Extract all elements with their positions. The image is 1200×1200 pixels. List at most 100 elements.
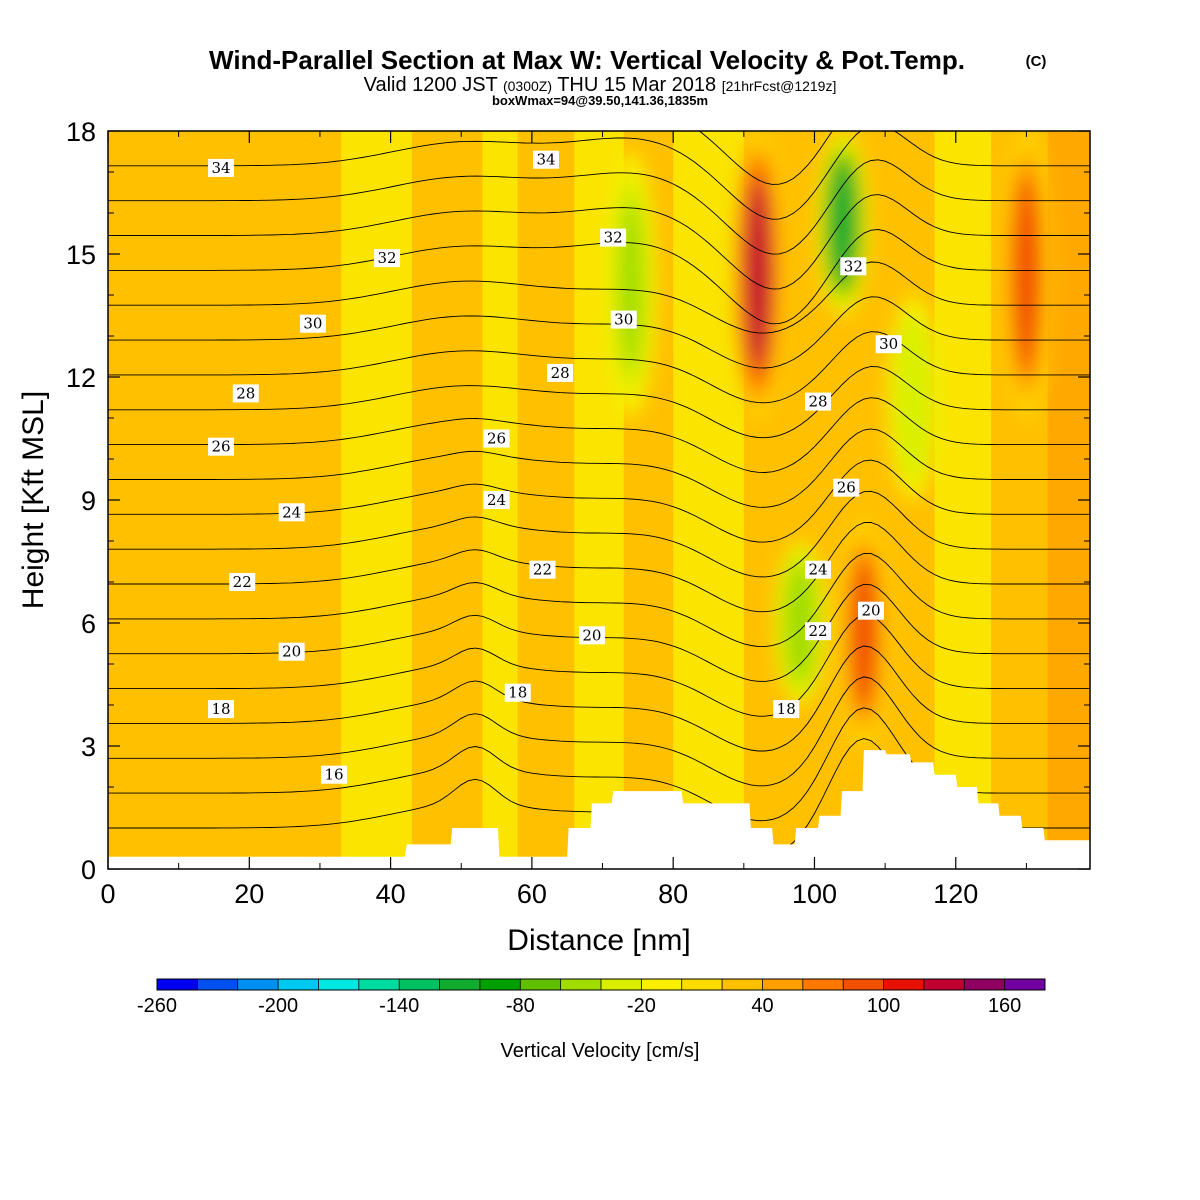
y-tick-label: 6 bbox=[81, 609, 96, 639]
contour-line bbox=[108, 331, 1090, 404]
contour-label-box bbox=[278, 503, 305, 522]
contour-label: 30 bbox=[879, 335, 898, 353]
subtitle-date: THU 15 Mar 2018 bbox=[557, 74, 716, 96]
plot-area: 16 18 18 18 20 20 20 22 22 22 24 24 24 26 26 26 28 28 28 30… bbox=[108, 131, 1090, 869]
subtitle-forecast: [21hrFcst@1219z] bbox=[722, 78, 837, 94]
contour-label: 26 bbox=[837, 479, 856, 497]
contour-label-box bbox=[208, 158, 235, 177]
contour-label-box bbox=[773, 700, 800, 719]
contour-label-box bbox=[208, 437, 235, 456]
contour-label-box bbox=[321, 765, 348, 784]
colorbar-swatch bbox=[843, 979, 885, 990]
background-bands bbox=[341, 131, 1090, 869]
contour-label-box bbox=[278, 642, 305, 661]
colorbar-swatch bbox=[197, 979, 239, 990]
contour-line bbox=[108, 366, 1090, 439]
potential-temperature-contours bbox=[108, 131, 1090, 856]
contour-label: 18 bbox=[211, 700, 230, 718]
contour-line bbox=[108, 553, 1090, 648]
colorbar-label: Vertical Velocity [cm/s] bbox=[501, 1040, 700, 1062]
colorbar-tick-label: -260 bbox=[137, 995, 177, 1017]
y-tick-label: 18 bbox=[66, 117, 96, 147]
colorbar-swatch bbox=[318, 979, 360, 990]
colorbar-swatch bbox=[923, 979, 965, 990]
contour-label-box bbox=[578, 626, 605, 645]
axes: 0 20 40 60 80 100 120 0 3 6 9 12 15 18 bbox=[66, 117, 1090, 909]
colorbar-tick-label: -200 bbox=[258, 995, 298, 1017]
colorbar-tick-label: -140 bbox=[379, 995, 419, 1017]
background-band bbox=[341, 131, 412, 869]
contour-label: 24 bbox=[808, 561, 827, 579]
colorbar-tick-label: -20 bbox=[627, 995, 656, 1017]
contour-line bbox=[108, 229, 1090, 325]
y-tick-label: 0 bbox=[81, 855, 96, 885]
colorbar-swatch bbox=[681, 979, 723, 990]
contour-label: 22 bbox=[533, 561, 552, 579]
y-tick-label: 9 bbox=[81, 486, 96, 516]
contour-line bbox=[108, 194, 1090, 290]
colorbar-swatch bbox=[439, 979, 481, 990]
contour-label-box bbox=[374, 249, 401, 268]
x-tick-label: 60 bbox=[517, 879, 547, 909]
contour-label: 32 bbox=[604, 229, 623, 247]
contour-label-box bbox=[483, 491, 510, 509]
colorbar-swatch bbox=[358, 979, 400, 990]
velocity-feature bbox=[1014, 181, 1039, 368]
colorbar: -260 -200 -140 -80 -20 40 100 160 bbox=[137, 978, 1046, 1017]
contour-line bbox=[108, 397, 1090, 473]
contour-label-box bbox=[299, 314, 326, 333]
subtitle-valid: Valid 1200 JST bbox=[364, 74, 498, 96]
colorbar-swatch bbox=[762, 979, 804, 990]
colorbar-swatch bbox=[479, 979, 521, 990]
contour-label: 34 bbox=[536, 151, 555, 169]
contour-label-box bbox=[610, 310, 637, 329]
x-tick-label: 100 bbox=[792, 879, 837, 909]
colorbar-swatch bbox=[883, 979, 925, 990]
contour-label: 26 bbox=[211, 438, 230, 456]
contour-label-box bbox=[547, 363, 574, 382]
colorbar-tick-label: 40 bbox=[751, 995, 773, 1017]
colorbar-swatch bbox=[560, 979, 602, 990]
contour-label-box bbox=[833, 478, 860, 497]
terrain-mask bbox=[108, 750, 1090, 869]
contour-label-box bbox=[840, 257, 867, 276]
contour-label: 28 bbox=[808, 393, 827, 411]
contour-label: 16 bbox=[325, 766, 344, 784]
contour-label-box bbox=[805, 622, 832, 641]
contour-label: 24 bbox=[282, 503, 301, 521]
colorbar-swatch bbox=[157, 979, 198, 990]
contour-label-box bbox=[504, 683, 531, 702]
contour-label: 20 bbox=[582, 626, 601, 644]
contour-label-box bbox=[529, 560, 556, 579]
contour-label: 26 bbox=[487, 430, 506, 448]
contour-line bbox=[108, 296, 1090, 369]
background-band bbox=[934, 131, 992, 869]
chart-title: Wind-Parallel Section at Max W: Vertical… bbox=[209, 45, 965, 75]
contour-label: 22 bbox=[233, 573, 252, 591]
colorbar-tick-label: 160 bbox=[988, 995, 1021, 1017]
contour-line bbox=[108, 614, 1090, 717]
contour-label: 18 bbox=[777, 700, 796, 718]
colorbar-swatch bbox=[278, 979, 319, 990]
velocity-feature bbox=[788, 569, 813, 677]
x-tick-label: 20 bbox=[234, 879, 264, 909]
contour-label-box bbox=[208, 700, 235, 719]
contour-label: 34 bbox=[211, 159, 230, 177]
contour-label-box bbox=[805, 392, 832, 411]
colorbar-tick-label: 100 bbox=[867, 995, 900, 1017]
contour-label-box bbox=[229, 573, 256, 591]
colorbar-swatch bbox=[964, 979, 1006, 990]
contour-label: 30 bbox=[303, 315, 322, 333]
contour-label-box bbox=[857, 601, 884, 620]
contour-line bbox=[108, 490, 1090, 578]
colorbar-tick-label: -80 bbox=[506, 995, 535, 1017]
colorbar-swatch bbox=[641, 979, 683, 990]
colorbar-frame bbox=[156, 978, 1046, 991]
chart-subtitle: Valid 1200 JST (0300Z) THU 15 Mar 2018 [… bbox=[364, 74, 837, 96]
contour-label-box bbox=[875, 335, 902, 354]
colorbar-swatch bbox=[520, 979, 562, 990]
contour-line bbox=[108, 261, 1090, 334]
y-tick-label: 3 bbox=[81, 732, 96, 762]
contour-line bbox=[108, 645, 1090, 752]
